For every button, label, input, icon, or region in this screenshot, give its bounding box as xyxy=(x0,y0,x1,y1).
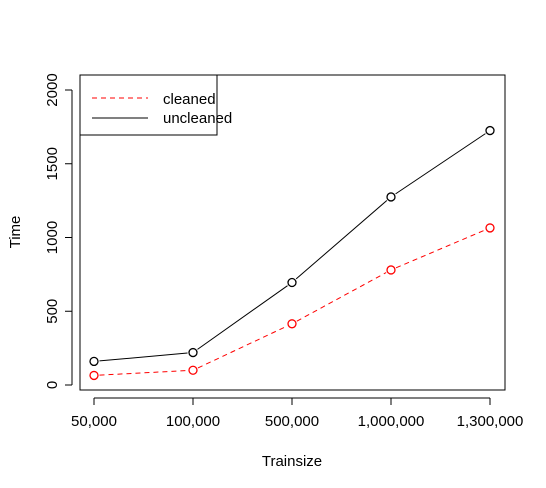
y-tick-label-1000: 1000 xyxy=(44,221,61,254)
series-cleaned-point-1 xyxy=(189,366,197,374)
series-uncleaned-segment-1 xyxy=(197,286,287,350)
series-cleaned-point-3 xyxy=(387,266,395,274)
legend: cleaned uncleaned xyxy=(80,75,232,135)
y-tick-label-0: 0 xyxy=(44,381,61,389)
legend-label-uncleaned: uncleaned xyxy=(163,110,232,127)
series-uncleaned-point-3 xyxy=(387,193,395,201)
x-tick-label-1: 100,000 xyxy=(166,413,220,430)
series-uncleaned-segment-0 xyxy=(99,353,187,361)
series-uncleaned-point-0 xyxy=(90,357,98,365)
x-tick-label-4: 1,300,000 xyxy=(457,413,524,430)
series-cleaned-segment-2 xyxy=(297,273,386,322)
legend-label-cleaned: cleaned xyxy=(163,91,216,108)
series-cleaned-point-4 xyxy=(486,224,494,232)
y-axis: 0 500 1000 1500 2000 xyxy=(44,73,72,389)
series-cleaned-point-2 xyxy=(288,320,296,328)
series-uncleaned-point-4 xyxy=(486,127,494,135)
x-axis: 50,000 100,000 500,000 1,000,000 1,300,000 xyxy=(71,398,523,430)
series-uncleaned-point-1 xyxy=(189,349,197,357)
y-tick-label-500: 500 xyxy=(44,299,61,324)
x-tick-label-3: 1,000,000 xyxy=(358,413,425,430)
x-tick-label-0: 50,000 xyxy=(71,413,117,430)
y-axis-label: Time xyxy=(7,216,24,249)
series-cleaned-segment-1 xyxy=(198,326,287,368)
x-tick-label-2: 500,000 xyxy=(265,413,319,430)
x-axis-label: Trainsize xyxy=(262,453,322,470)
series-uncleaned-segment-2 xyxy=(296,201,387,279)
series-cleaned-point-0 xyxy=(90,371,98,379)
series-layer xyxy=(90,127,494,380)
series-cleaned-segment-3 xyxy=(396,230,485,268)
series-uncleaned-segment-3 xyxy=(396,134,486,194)
series-cleaned-segment-0 xyxy=(99,371,187,376)
y-tick-label-1500: 1500 xyxy=(44,147,61,180)
y-tick-label-2000: 2000 xyxy=(44,73,61,106)
series-uncleaned-point-2 xyxy=(288,278,296,286)
